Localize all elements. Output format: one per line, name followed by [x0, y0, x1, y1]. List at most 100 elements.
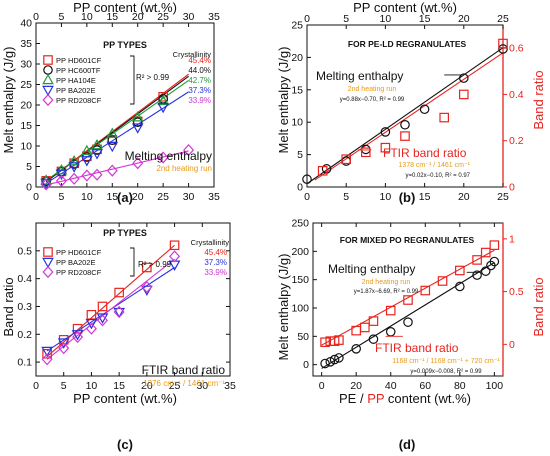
panel-c-series-2-point — [97, 314, 109, 327]
panel-d-series-0-point — [329, 354, 340, 365]
panel-c-series-0-point — [42, 348, 52, 359]
panel-c-legend-marker-2 — [42, 265, 54, 279]
panel-a-top-axis-title: PP content (wt.%) — [73, 0, 177, 15]
panel-c-series-0-point — [97, 301, 108, 312]
panel-c-annotation-sub: 1376 cm⁻¹ / 1461 cm⁻¹ — [143, 379, 225, 388]
panel-a-y-tick-label: 30 — [20, 59, 32, 71]
panel-d-y-tick-label: 150 — [291, 274, 309, 286]
panel-a-series-2-point — [131, 111, 144, 122]
panel-c-series-2-point — [41, 353, 53, 366]
panel-c-series-2-point — [85, 322, 97, 335]
panel-b-x-top-tick-label: 25 — [497, 13, 509, 25]
panel-a-legend-label-1: PP HC600TF — [56, 66, 101, 75]
panel-c-series-2-point — [169, 250, 181, 263]
panel-b-annotation-2-sub: 1378 cm⁻¹ / 1461 cm⁻¹ — [398, 162, 470, 169]
panel-b-series-1-point — [341, 154, 351, 165]
panel-a-series-3-point — [91, 149, 103, 160]
panel-a-legend-label-4: PP RD208CF — [56, 96, 102, 105]
panel-d-title: FOR MIXED PO REGRANULATES — [340, 235, 475, 245]
panel-d-fit-line-1 — [321, 249, 495, 346]
panel-a-series-4-point — [81, 169, 93, 182]
panel-a-x-tick-label: 15 — [106, 191, 118, 203]
panel-a-x-top-tick-label: 20 — [132, 11, 144, 23]
panel-a-series-4-point — [132, 157, 144, 170]
panel-b-x-top-tick-label: 5 — [343, 13, 349, 25]
panel-b-series-1-point — [498, 38, 508, 49]
panel-c-x-tick-label: 20 — [141, 380, 153, 392]
panel-a-series-3-point — [81, 156, 93, 167]
panel-b-x-top-tick-label: 10 — [380, 13, 392, 25]
panel-d-series-1-point — [334, 335, 344, 345]
panel-c-series-1-point — [113, 307, 125, 319]
panel-d-x-tick-label: 40 — [385, 380, 397, 392]
panel-a-y-tick-label: 5 — [26, 161, 32, 173]
panel-a-series-2-point — [157, 94, 169, 106]
panel-d-series-0-point — [403, 317, 413, 327]
panel-a-legend-label-2: PP HA104E — [56, 76, 96, 85]
caption-c: (c) — [117, 437, 133, 452]
panel-d-series-1-point — [403, 295, 413, 305]
panel-c-series-0-point — [169, 240, 180, 251]
panel-c-y-tick-label: 0.5 — [17, 245, 32, 257]
panel-c-y-tick-label: 0.2 — [17, 329, 32, 341]
panel-b-x-tick-label: 0 — [304, 191, 310, 203]
panel-a-x-tick-label: 35 — [208, 191, 220, 203]
panel-a-series-3-point — [157, 102, 169, 114]
panel-d-series-1-point — [489, 240, 500, 250]
panel-b-y-tick-label: 10 — [291, 117, 303, 129]
panel-b-series-0-point — [458, 73, 469, 83]
panel-a-legend-marker-2 — [42, 73, 54, 85]
panel-a-legend-marker-4 — [42, 93, 54, 107]
panel-a-r2-note: R² > 0.99 — [136, 73, 170, 82]
panel-a-legend-crystallinity-0: 45.4% — [188, 56, 211, 65]
panel-b-series-0-point — [498, 44, 508, 54]
panel-b-x-tick-label: 25 — [497, 191, 509, 203]
panel-a-y-tick-label: 15 — [20, 120, 32, 132]
panel-a-legend-label-0: PP HD601CF — [56, 56, 102, 65]
panel-b-x-tick-label: 15 — [419, 191, 431, 203]
panel-a-series-2-point — [106, 127, 119, 138]
panel-a-series-3-point — [55, 169, 68, 181]
panel-a-ylabel: Melt enthalpy (J/g) — [1, 47, 16, 154]
panel-d-annotation-2: FTIR band ratio — [375, 341, 459, 355]
panel-a-annotation: Melting enthalpy — [125, 149, 212, 163]
panel-c-crystallinity-header: Crystallinity — [191, 238, 230, 247]
panel-d-series-1-point — [320, 337, 330, 348]
panel-d-y2-tick-label: 0.5 — [509, 286, 524, 298]
panel-b-y2-tick-label: 0.6 — [509, 43, 524, 55]
panel-d-y2-tick-label: 0 — [509, 339, 515, 351]
panel-c-series-1-point — [141, 285, 153, 296]
panel-d-series-1-point — [472, 255, 482, 265]
panel-b-x-top-tick-label: 15 — [419, 13, 431, 25]
panel-a-crystallinity-header: Crystallinity — [173, 50, 212, 59]
panel-a-x-top-tick-label: 15 — [106, 11, 118, 23]
panel-a-x-top-tick-label: 10 — [81, 11, 93, 23]
panel-d-x-tick-label: 0 — [319, 380, 325, 392]
panel-c-series-2-point — [72, 330, 84, 344]
panel-d-series-0-point — [334, 353, 344, 363]
panel-b-ylabel: Melt enthalpy (J/g) — [276, 47, 291, 154]
panel-c-x-tick-label: 35 — [224, 380, 236, 392]
panel-a-series-1-point — [107, 135, 118, 146]
panel-c-series-1-point — [57, 338, 70, 349]
panel-c-y-tick-label: 0.1 — [17, 357, 32, 369]
panel-d-x-tick-label: 60 — [419, 380, 431, 392]
panel-a-series-4-point — [157, 151, 169, 164]
panel-b-x-tick-label: 5 — [343, 191, 349, 203]
panel-c-legend-title: PP TYPES — [103, 228, 147, 238]
panel-c-x-tick-label: 0 — [33, 380, 39, 392]
panel-c-x-tick-label: 30 — [196, 380, 208, 392]
panel-c-legend-label-1: PP BA202E — [56, 258, 95, 267]
panel-c-x-tick-label: 25 — [169, 380, 181, 392]
panel-d-ylabel: Melt enthalpy (J/g) — [276, 254, 291, 361]
panel-c-legend-crystallinity-1: 37.3% — [204, 258, 227, 267]
panel-a-series-4-point — [40, 178, 52, 191]
caption-b: (b) — [399, 190, 416, 205]
panel-b-top-axis-title: PP content (wt.%) — [353, 0, 457, 15]
panel-c-y-tick-label: 0.3 — [17, 301, 32, 313]
panel-b-series-1-point — [361, 147, 371, 158]
panel-d-xlabel-part1: PE / — [339, 391, 367, 406]
panel-c-legend-crystallinity-2: 33.9% — [204, 268, 227, 277]
panel-d-y-tick-label: 200 — [291, 246, 309, 258]
panel-a-x-tick-label: 10 — [81, 191, 93, 203]
